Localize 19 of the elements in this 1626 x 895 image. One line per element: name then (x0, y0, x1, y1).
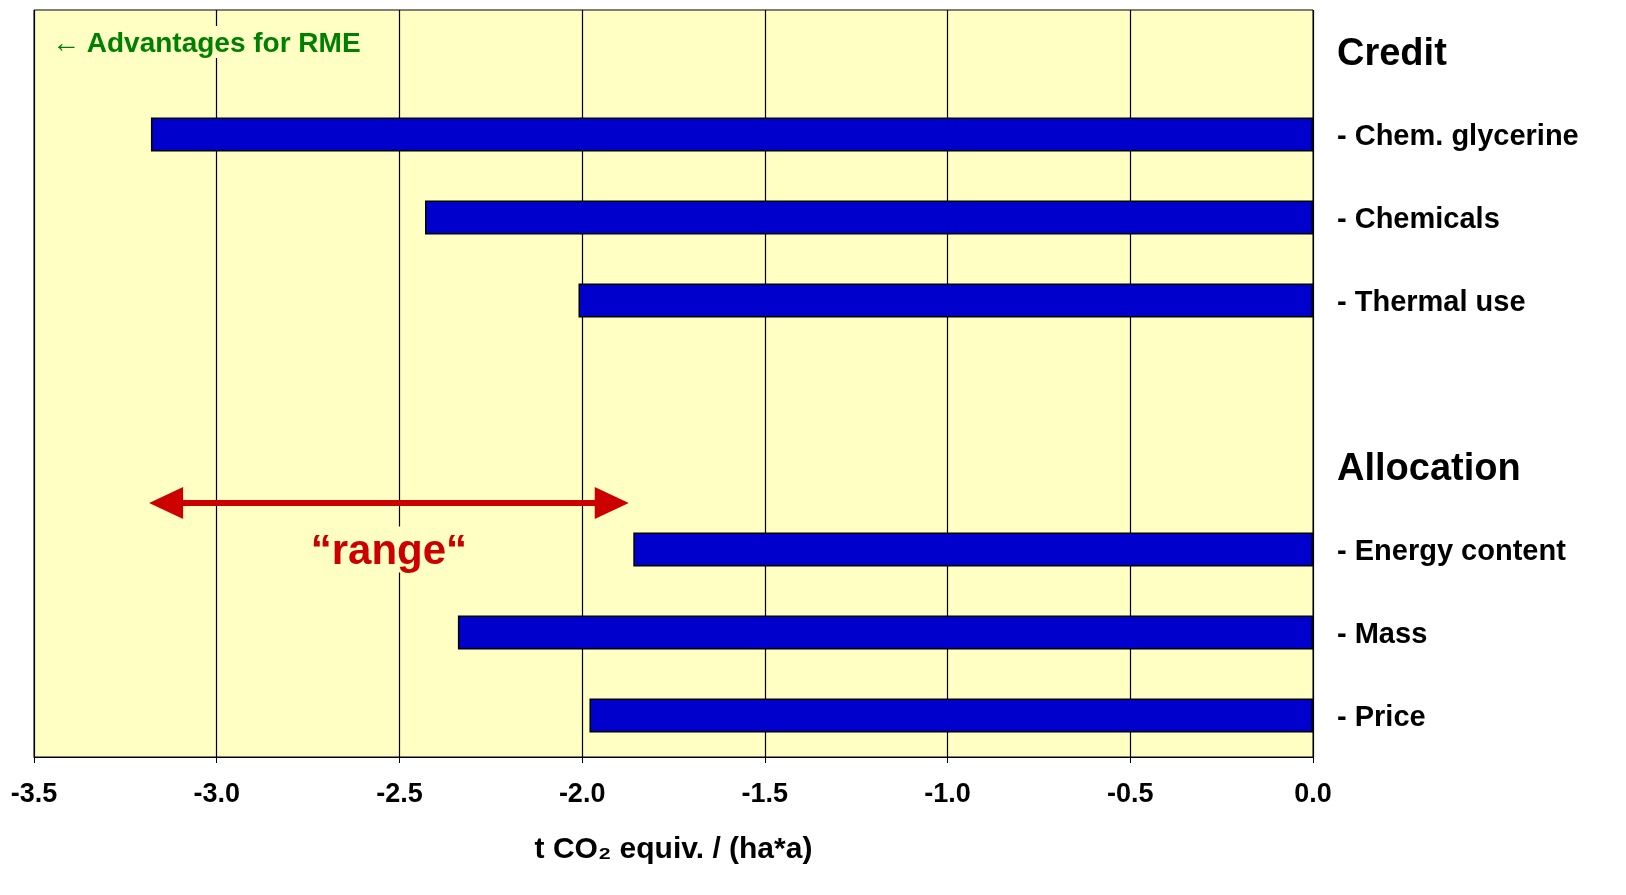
x-tick-label: 0.0 (1294, 777, 1332, 808)
x-tick-label: -1.5 (741, 777, 789, 808)
x-tick-label: -2.5 (376, 777, 423, 808)
x-tick-label: -3.5 (10, 777, 58, 808)
annotation: “range“ (310, 526, 468, 573)
y-tick-label: Allocation (1337, 445, 1521, 488)
x-tick-label: -2.0 (558, 777, 606, 808)
x-tick-label: -1.0 (924, 777, 971, 808)
annotation: ← Advantages for RME (52, 26, 361, 58)
y-tick-label: Credit (1337, 30, 1448, 73)
y-tick-label: - Price (1337, 699, 1426, 732)
x-tick-label: -0.5 (1107, 777, 1154, 808)
x-axis-title: t CO₂ equiv. / (ha*a) (534, 830, 813, 864)
y-tick-label: - Thermal use (1337, 284, 1526, 317)
y-tick-label: - Mass (1337, 616, 1428, 649)
x-tick-label: -3.0 (193, 777, 240, 808)
y-tick-label: - Chemicals (1337, 201, 1500, 234)
y-tick-label: - Energy content (1337, 533, 1567, 566)
y-tick-label: - Chem. glycerine (1337, 118, 1579, 151)
